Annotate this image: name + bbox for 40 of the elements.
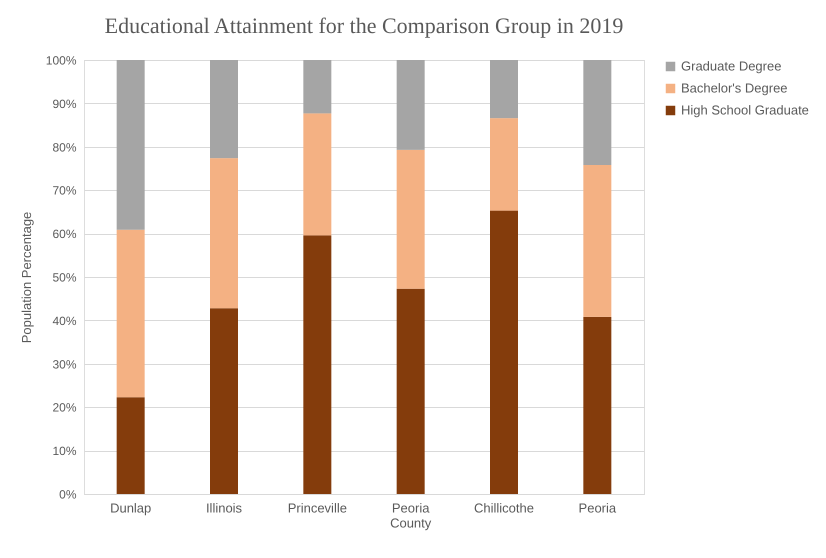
bar [490, 210, 518, 494]
bar [396, 60, 425, 150]
x-tick-label: Chillicothe [474, 500, 534, 516]
bar [490, 60, 518, 118]
bar [210, 308, 238, 494]
bar [116, 397, 145, 494]
x-tick-label: Princeville [288, 500, 347, 516]
bar [116, 230, 145, 398]
y-tick-label: 0% [59, 488, 77, 502]
y-axis-title: Population Percentage [18, 212, 34, 344]
y-tick-label: 60% [52, 227, 77, 242]
legend-label: Graduate Degree [681, 58, 782, 74]
chart-title: Educational Attainment for the Comparison Group in 2019 [104, 13, 624, 38]
bar [583, 165, 612, 317]
bar [490, 118, 518, 211]
bar [303, 235, 332, 494]
bar [396, 150, 425, 289]
bar [210, 60, 238, 158]
x-tick-label: Illinois [206, 500, 243, 516]
y-tick-label: 40% [52, 314, 77, 328]
x-tick-label: Dunlap [110, 500, 152, 516]
bar [210, 158, 238, 308]
bar [303, 113, 332, 236]
bar [396, 288, 425, 494]
y-tick-label: 70% [52, 184, 77, 198]
bar [116, 60, 145, 230]
y-tick-label: 100% [46, 54, 77, 68]
bar [303, 60, 332, 114]
legend-label: Bachelor's Degree [681, 80, 788, 96]
x-tick-label: Peoria [578, 500, 617, 516]
x-tick-label: Peoria County [390, 500, 432, 530]
legend-label: High School Graduate [681, 102, 809, 118]
y-tick-label: 20% [52, 400, 77, 415]
bar [583, 316, 612, 494]
y-tick-label: 90% [52, 96, 77, 111]
y-tick-label: 10% [52, 444, 77, 458]
y-tick-label: 50% [52, 270, 77, 284]
y-tick-label: 80% [52, 140, 77, 154]
bar [583, 60, 612, 166]
y-tick-label: 30% [52, 357, 77, 372]
